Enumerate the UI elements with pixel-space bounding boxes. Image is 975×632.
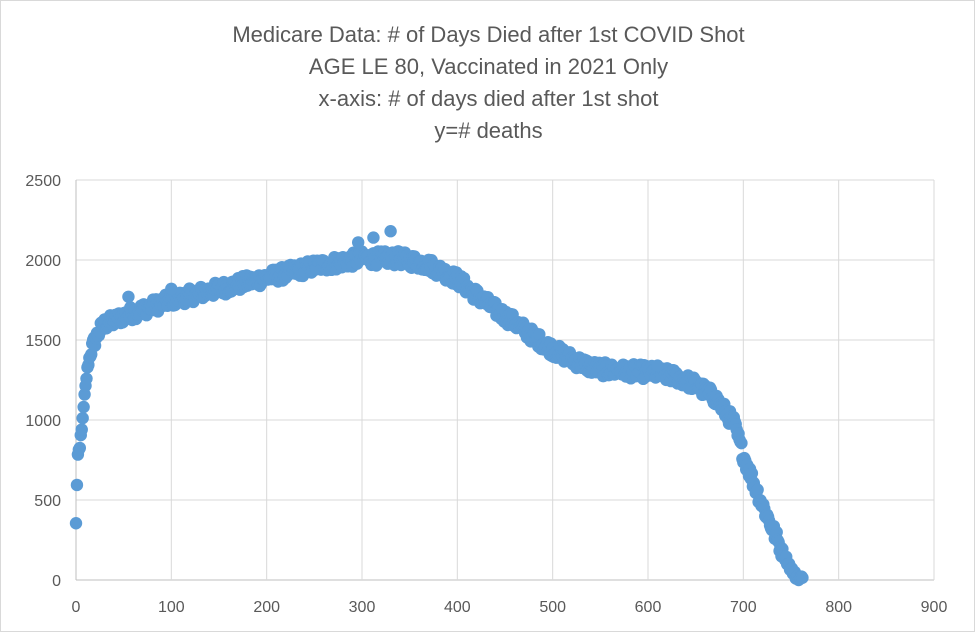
scatter-point bbox=[75, 423, 88, 436]
scatter-point bbox=[651, 359, 664, 372]
x-tick-label: 800 bbox=[825, 599, 852, 616]
scatter-point bbox=[796, 571, 809, 584]
scatter-point bbox=[745, 467, 759, 480]
y-tick-label: 0 bbox=[52, 573, 61, 590]
scatter-point bbox=[751, 483, 764, 496]
title-line-3: x-axis: # of days died after 1st shot bbox=[318, 86, 659, 111]
x-tick-label: 0 bbox=[72, 599, 81, 616]
y-tick-label: 500 bbox=[34, 493, 61, 510]
x-tick-label: 100 bbox=[158, 599, 185, 616]
scatter-point bbox=[122, 290, 135, 303]
scatter-point bbox=[351, 236, 365, 249]
scatter-point bbox=[367, 231, 380, 244]
scatter-point bbox=[735, 436, 748, 450]
x-tick-label: 400 bbox=[444, 599, 471, 616]
x-tick-label: 900 bbox=[921, 599, 948, 616]
scatter-point bbox=[70, 478, 84, 492]
tick-labels: 0 500 1000 1500 2000 2500 0 100 200 300 400 500 600 7… bbox=[25, 173, 947, 616]
scatter-point bbox=[165, 282, 178, 295]
y-tick-label: 2000 bbox=[25, 253, 61, 270]
scatter-point bbox=[69, 517, 83, 530]
grid-layer bbox=[75, 179, 935, 581]
x-tick-label: 700 bbox=[730, 599, 757, 616]
chart-title: Medicare Data: # of Days Died after 1st … bbox=[1, 19, 974, 147]
scatter-point bbox=[73, 441, 87, 455]
x-tick-label: 300 bbox=[349, 599, 376, 616]
title-line-4: y=# deaths bbox=[434, 118, 543, 143]
title-line-2: AGE LE 80, Vaccinated in 2021 Only bbox=[308, 54, 669, 79]
scatter-point bbox=[80, 372, 93, 385]
x-tick-label: 600 bbox=[635, 599, 662, 616]
scatter-point bbox=[533, 328, 546, 341]
scatter-point bbox=[384, 225, 397, 238]
scatter-point bbox=[76, 411, 89, 425]
scatter-point bbox=[77, 400, 90, 414]
y-tick-label: 2500 bbox=[25, 173, 61, 190]
y-tick-label: 1000 bbox=[25, 413, 61, 430]
data-points bbox=[69, 225, 809, 587]
x-tick-label: 500 bbox=[539, 599, 566, 616]
y-tick-label: 1500 bbox=[25, 333, 61, 350]
title-line-1: Medicare Data: # of Days Died after 1st … bbox=[232, 22, 745, 47]
x-tick-label: 200 bbox=[253, 599, 280, 616]
